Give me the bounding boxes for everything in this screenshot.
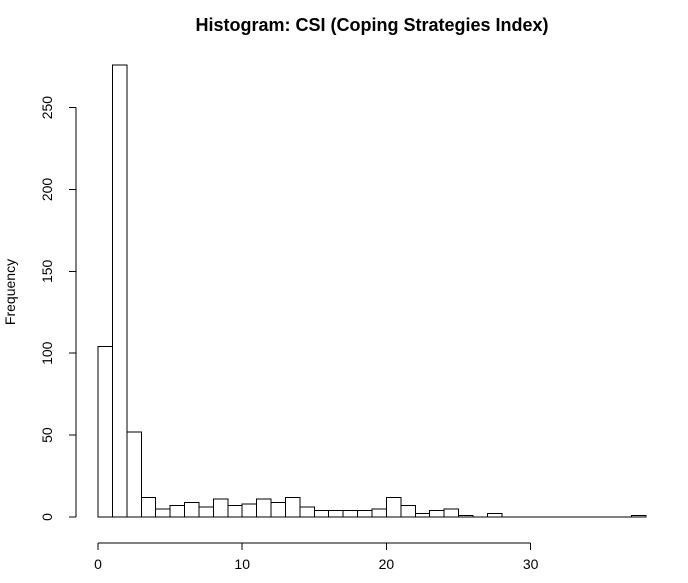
histogram-bar [212, 498, 229, 518]
histogram-bar [313, 509, 330, 518]
histogram-bar [414, 513, 431, 518]
x-axis: 0 10 20 30 [94, 542, 539, 572]
y-axis: 0 50 100 150 200 250 [39, 96, 77, 521]
x-tick-label: 30 [523, 556, 539, 572]
histogram-bar [169, 505, 186, 518]
bars-group [97, 64, 647, 518]
histogram-bar [270, 501, 286, 518]
histogram-bar [227, 505, 243, 518]
y-tick-label: 200 [39, 178, 55, 202]
histogram-bar [342, 509, 359, 518]
chart-title: Histogram: CSI (Coping Strategies Index) [195, 15, 548, 35]
y-tick-label: 150 [39, 259, 55, 283]
histogram-bar [385, 496, 402, 518]
histogram-bar [443, 508, 460, 518]
histogram-bar [328, 509, 344, 518]
histogram-bar [140, 496, 157, 518]
histogram-bar [111, 64, 128, 518]
histogram-bar [198, 506, 214, 518]
histogram-bar [371, 508, 387, 518]
histogram-bar [126, 431, 142, 518]
x-tick-label: 10 [234, 556, 250, 572]
histogram-bar [284, 496, 301, 518]
histogram-bar [256, 498, 272, 518]
histogram-bar [429, 509, 445, 518]
histogram-bar [400, 505, 416, 518]
y-axis-label: Frequency [2, 259, 18, 325]
histogram-bar [631, 514, 647, 518]
histogram-bar [97, 346, 113, 518]
y-tick-label: 250 [39, 96, 55, 120]
y-tick-label: 0 [39, 513, 55, 521]
histogram-bar [357, 509, 373, 518]
histogram-bar [299, 506, 315, 518]
histogram-bar [155, 508, 171, 518]
histogram-bar [486, 513, 503, 518]
x-tick-label: 20 [379, 556, 395, 572]
y-tick-label: 100 [39, 341, 55, 365]
histogram-bar [241, 503, 258, 518]
histogram-bar [458, 514, 474, 518]
y-tick-label: 50 [39, 427, 55, 443]
x-tick-label: 0 [94, 556, 102, 572]
histogram-bar [184, 501, 200, 518]
